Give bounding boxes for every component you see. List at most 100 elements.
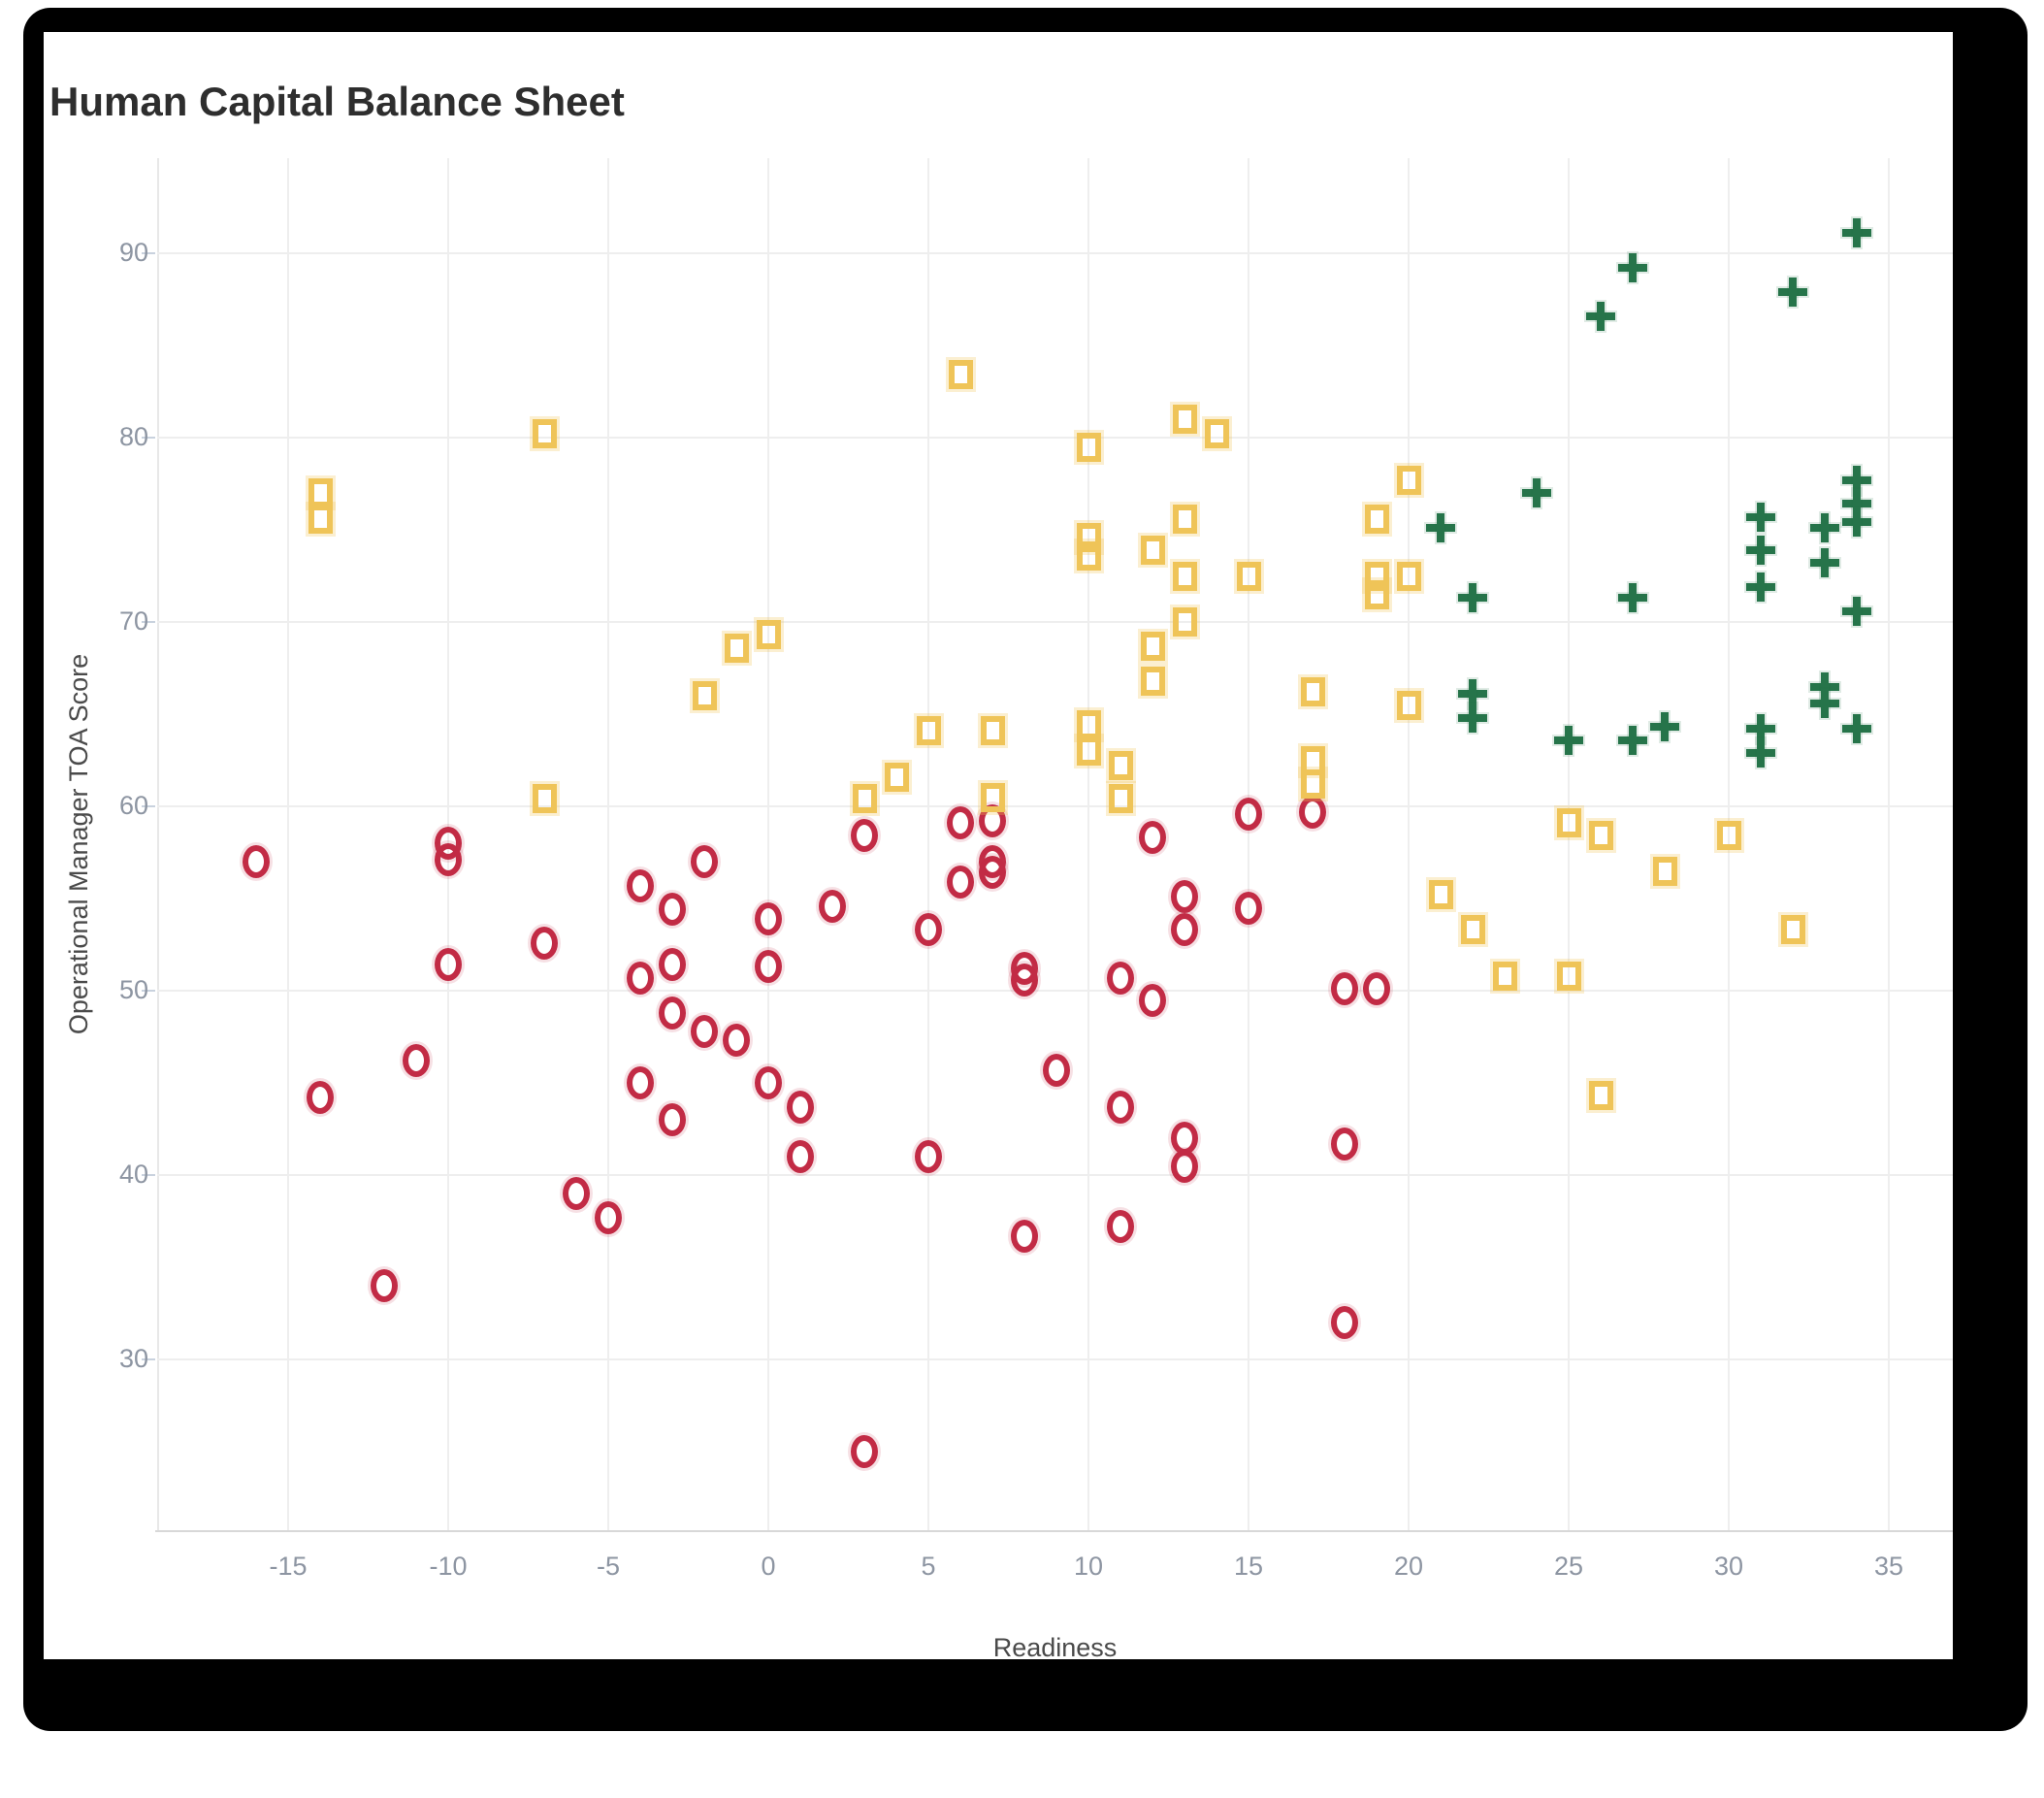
data-point-square[interactable] [1140, 666, 1165, 696]
data-point-circle[interactable] [563, 1177, 590, 1210]
data-point-square[interactable] [884, 762, 909, 792]
data-point-circle[interactable] [1331, 972, 1358, 1006]
data-point-circle[interactable] [627, 1066, 654, 1099]
data-point-circle[interactable] [755, 901, 782, 935]
data-point-plus[interactable] [1458, 703, 1487, 733]
data-point-circle[interactable] [435, 948, 462, 982]
data-point-circle[interactable] [659, 996, 686, 1030]
data-point-plus[interactable] [1810, 548, 1839, 578]
data-point-plus[interactable] [1778, 277, 1807, 307]
data-point-plus[interactable] [1842, 465, 1871, 495]
data-point-square[interactable] [756, 620, 781, 650]
data-point-circle[interactable] [1107, 1210, 1134, 1244]
data-point-square[interactable] [1780, 915, 1805, 945]
data-point-circle[interactable] [755, 950, 782, 984]
data-point-square[interactable] [1652, 856, 1677, 886]
data-point-circle[interactable] [627, 961, 654, 995]
data-point-plus[interactable] [1810, 513, 1839, 543]
data-point-circle[interactable] [915, 1140, 942, 1173]
data-point-square[interactable] [1076, 522, 1101, 552]
data-point-circle[interactable] [787, 1140, 814, 1173]
data-point-plus[interactable] [1842, 218, 1871, 248]
data-point-square[interactable] [1204, 419, 1229, 449]
data-point-circle[interactable] [819, 889, 846, 923]
data-point-plus[interactable] [1426, 513, 1455, 543]
data-point-circle[interactable] [1299, 795, 1326, 829]
data-point-square[interactable] [1588, 821, 1613, 851]
data-point-square[interactable] [1460, 915, 1485, 945]
data-point-plus[interactable] [1618, 583, 1647, 613]
data-point-square[interactable] [1396, 465, 1421, 495]
data-point-circle[interactable] [1331, 1127, 1358, 1161]
data-point-square[interactable] [532, 784, 557, 814]
data-point-plus[interactable] [1458, 583, 1487, 613]
data-point-circle[interactable] [691, 1014, 718, 1048]
data-point-circle[interactable] [403, 1044, 430, 1078]
data-point-plus[interactable] [1458, 679, 1487, 709]
data-point-square[interactable] [1236, 561, 1261, 591]
data-point-plus[interactable] [1650, 712, 1679, 742]
data-point-square[interactable] [1140, 631, 1165, 661]
data-point-plus[interactable] [1810, 671, 1839, 702]
data-point-circle[interactable] [1139, 983, 1166, 1017]
data-point-square[interactable] [916, 716, 941, 746]
data-point-circle[interactable] [691, 845, 718, 878]
data-point-square[interactable] [852, 784, 877, 814]
data-point-square[interactable] [724, 633, 749, 663]
data-point-circle[interactable] [915, 913, 942, 947]
data-point-circle[interactable] [243, 845, 270, 878]
data-point-square[interactable] [308, 504, 333, 534]
data-point-square[interactable] [1588, 1081, 1613, 1111]
data-point-circle[interactable] [1235, 797, 1262, 831]
data-point-square[interactable] [1172, 607, 1197, 637]
data-point-plus[interactable] [1842, 714, 1871, 744]
data-point-square[interactable] [1364, 579, 1389, 609]
data-point-plus[interactable] [1586, 301, 1615, 331]
data-point-circle[interactable] [851, 819, 878, 853]
data-point-circle[interactable] [755, 1066, 782, 1099]
data-point-square[interactable] [1492, 961, 1517, 991]
data-point-square[interactable] [1396, 561, 1421, 591]
data-point-circle[interactable] [1235, 891, 1262, 925]
data-point-square[interactable] [1300, 677, 1325, 707]
data-point-plus[interactable] [1522, 478, 1551, 507]
data-point-circle[interactable] [1011, 963, 1038, 997]
data-point-square[interactable] [1108, 751, 1133, 781]
data-point-circle[interactable] [1043, 1053, 1070, 1087]
data-point-circle[interactable] [1331, 1306, 1358, 1339]
data-point-square[interactable] [1076, 540, 1101, 571]
data-point-plus[interactable] [1618, 253, 1647, 283]
data-point-square[interactable] [980, 782, 1005, 812]
data-point-circle[interactable] [531, 926, 558, 960]
data-point-square[interactable] [1172, 504, 1197, 534]
data-point-square[interactable] [1556, 808, 1581, 838]
data-point-plus[interactable] [1746, 502, 1775, 532]
data-point-plus[interactable] [1842, 507, 1871, 538]
data-point-circle[interactable] [659, 893, 686, 927]
data-point-square[interactable] [1364, 561, 1389, 591]
data-point-plus[interactable] [1554, 725, 1583, 755]
data-point-circle[interactable] [307, 1081, 334, 1115]
data-point-plus[interactable] [1746, 535, 1775, 565]
data-point-square[interactable] [1428, 880, 1453, 910]
data-point-circle[interactable] [1139, 821, 1166, 855]
data-point-square[interactable] [1300, 769, 1325, 800]
data-point-square[interactable] [980, 716, 1005, 746]
data-point-square[interactable] [1076, 710, 1101, 740]
data-point-circle[interactable] [595, 1200, 622, 1234]
data-point-square[interactable] [948, 360, 973, 390]
data-point-circle[interactable] [979, 856, 1006, 890]
data-point-circle[interactable] [947, 806, 974, 840]
data-point-plus[interactable] [1810, 688, 1839, 718]
data-point-square[interactable] [1556, 961, 1581, 991]
data-point-circle[interactable] [1171, 880, 1198, 914]
data-point-circle[interactable] [371, 1269, 398, 1302]
data-point-square[interactable] [1108, 784, 1133, 814]
data-point-square[interactable] [1172, 561, 1197, 591]
data-point-square[interactable] [308, 478, 333, 507]
data-point-circle[interactable] [435, 843, 462, 877]
data-point-square[interactable] [1076, 736, 1101, 766]
data-point-circle[interactable] [723, 1024, 750, 1058]
data-point-square[interactable] [532, 419, 557, 449]
data-point-circle[interactable] [1171, 913, 1198, 947]
